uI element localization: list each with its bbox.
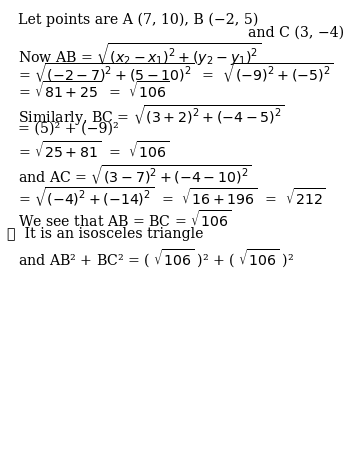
Text: and AC = $\sqrt{(3-7)^2 + (-4-10)^2}$: and AC = $\sqrt{(3-7)^2 + (-4-10)^2}$ bbox=[18, 164, 251, 187]
Text: = (5)² + (−9)²: = (5)² + (−9)² bbox=[18, 122, 119, 136]
Text: Let points are A (7, 10), B (−2, 5): Let points are A (7, 10), B (−2, 5) bbox=[18, 13, 258, 27]
Text: = $\sqrt{(-4)^2 + (-14)^2}$  =  $\sqrt{16+196}$  =  $\sqrt{212}$: = $\sqrt{(-4)^2 + (-14)^2}$ = $\sqrt{16+… bbox=[18, 186, 326, 209]
Text: = $\sqrt{81+25}$  =  $\sqrt{106}$: = $\sqrt{81+25}$ = $\sqrt{106}$ bbox=[18, 80, 169, 101]
Text: We see that AB = BC = $\sqrt{106}$: We see that AB = BC = $\sqrt{106}$ bbox=[18, 209, 231, 230]
Text: = $\sqrt{25+81}$  =  $\sqrt{106}$: = $\sqrt{25+81}$ = $\sqrt{106}$ bbox=[18, 140, 169, 161]
Text: = $\sqrt{(-2-7)^2 + (5-10)^2}$  =  $\sqrt{(-9)^2 + (-5)^2}$: = $\sqrt{(-2-7)^2 + (5-10)^2}$ = $\sqrt{… bbox=[18, 61, 333, 85]
Text: ∴  It is an isosceles triangle: ∴ It is an isosceles triangle bbox=[7, 227, 204, 241]
Text: and AB² + BC² = ( $\sqrt{106}$ )² + ( $\sqrt{106}$ )²: and AB² + BC² = ( $\sqrt{106}$ )² + ( $\… bbox=[18, 247, 294, 270]
Text: and C (3, −4): and C (3, −4) bbox=[248, 25, 344, 39]
Text: Now AB = $\sqrt{(x_2 - x_1)^2 + (y_2 - y_1)^2}$: Now AB = $\sqrt{(x_2 - x_1)^2 + (y_2 - y… bbox=[18, 42, 261, 68]
Text: Similarly, BC = $\sqrt{(3+2)^2 + (-4-5)^2}$: Similarly, BC = $\sqrt{(3+2)^2 + (-4-5)^… bbox=[18, 103, 285, 128]
